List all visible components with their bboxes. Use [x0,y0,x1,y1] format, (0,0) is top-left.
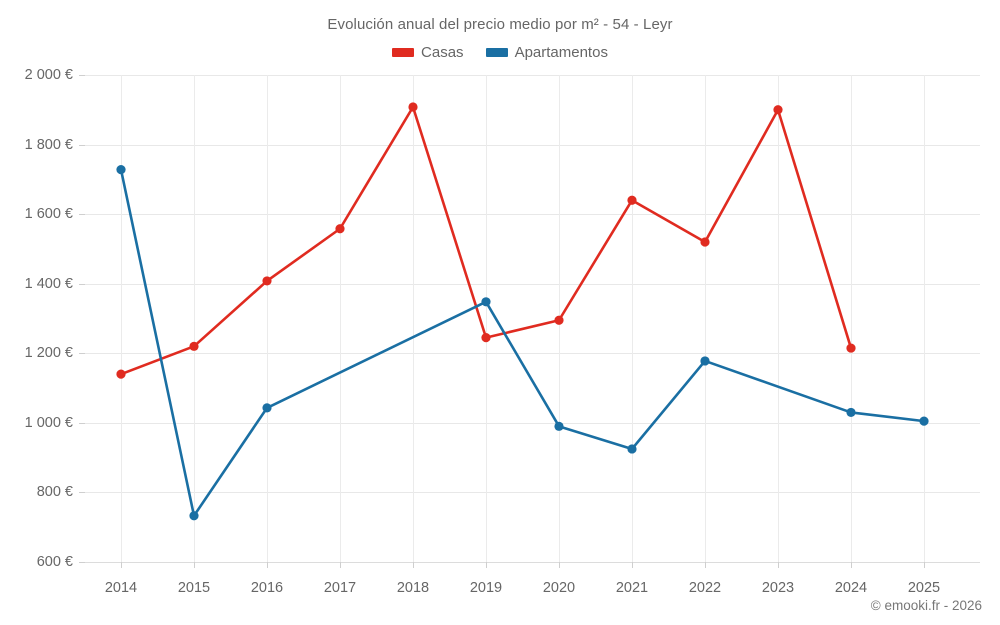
x-axis-tick-label: 2018 [396,580,430,596]
y-axis-tick-label: 1 000 € [24,414,73,431]
x-axis-tick-mark [778,562,779,568]
chart-legend: Casas Apartamentos [0,44,1000,61]
legend-swatch-casas [392,48,415,57]
x-axis-tick-mark [267,562,268,568]
x-axis-tick-mark [632,562,633,568]
x-axis-tick-mark [924,562,925,568]
series-layer [116,102,929,521]
gridline-vertical [924,75,925,562]
gridline-vertical [194,75,195,562]
y-axis-tick-mark [79,214,85,216]
gridline-vertical [851,75,852,562]
y-axis-tick-label: 800 € [36,484,73,501]
x-axis-tick-mark [705,562,706,568]
legend-item-apartamentos[interactable]: Apartamentos [485,44,608,61]
data-point-casas[interactable] [408,102,418,112]
data-point-casas[interactable] [335,224,345,234]
data-point-apartamentos[interactable] [481,297,491,307]
y-axis-tick-label: 1 200 € [24,345,73,362]
y-axis-tick-mark [79,144,85,146]
gridline-vertical [486,75,487,562]
y-axis-tick-mark [79,492,85,494]
gridline-horizontal [85,492,980,494]
data-point-casas[interactable] [554,315,564,325]
data-point-casas[interactable] [700,237,710,247]
data-point-casas[interactable] [481,333,491,343]
y-axis-tick-mark [79,422,85,424]
x-axis-tick-mark [121,562,122,568]
data-point-apartamentos[interactable] [189,511,199,521]
gridline-horizontal [85,353,980,355]
data-point-casas[interactable] [846,343,856,353]
gridline-vertical [632,75,633,562]
plot-area [85,75,980,563]
x-axis-tick-mark [851,562,852,568]
gridline-horizontal [85,422,980,424]
x-axis-line [85,562,980,563]
y-axis-tick-label: 600 € [36,554,73,570]
x-axis-tick-label: 2017 [323,580,357,596]
x-axis-tick-mark [340,562,341,568]
gridline-vertical [705,75,706,562]
y-axis-tick-mark [79,562,85,563]
data-point-apartamentos[interactable] [554,421,564,431]
x-axis-tick-mark [194,562,195,568]
data-point-apartamentos[interactable] [262,403,272,413]
data-point-apartamentos[interactable] [627,444,637,454]
y-axis-tick-label: 1 800 € [24,136,73,153]
x-axis-tick-label: 2022 [688,580,722,596]
x-axis-tick-label: 2023 [761,580,795,596]
gridline-vertical [778,75,779,562]
data-point-apartamentos[interactable] [846,407,856,418]
data-point-apartamentos[interactable] [919,416,929,426]
gridline-vertical [413,75,414,562]
x-axis-tick-label: 2019 [469,580,503,596]
y-axis-tick-mark [79,283,85,285]
x-axis-tick-mark [486,562,487,568]
legend-label-casas: Casas [421,44,464,61]
data-point-casas[interactable] [262,276,272,286]
legend-item-casas[interactable]: Casas [392,44,464,61]
data-point-casas[interactable] [627,195,637,205]
x-axis-tick-label: 2024 [834,580,868,596]
legend-label-apartamentos: Apartamentos [514,44,608,61]
y-axis-tick-mark [79,75,85,76]
gridline-vertical [267,75,268,562]
y-axis-tick-label: 2 000 € [24,67,73,83]
gridline-vertical [340,75,341,562]
gridline-vertical [121,75,122,562]
y-axis-tick-mark [79,353,85,355]
y-axis-tick-label: 1 600 € [24,206,73,223]
x-axis-tick-mark [413,562,414,568]
x-axis-tick-label: 2021 [615,580,649,596]
x-axis-tick-label: 2014 [104,580,138,596]
gridline-horizontal [85,214,980,216]
x-axis-tick-label: 2025 [907,580,941,596]
data-point-apartamentos[interactable] [700,356,710,366]
gridline-horizontal [85,144,980,146]
data-point-apartamentos[interactable] [116,165,126,175]
data-point-casas[interactable] [773,105,783,115]
data-point-casas[interactable] [189,341,199,351]
y-axis-tick-label: 1 400 € [24,275,73,292]
gridline-horizontal [85,75,980,76]
series-line-apartamentos [119,168,926,518]
chart-title: Evolución anual del precio medio por m² … [327,16,673,33]
data-point-casas[interactable] [116,369,126,379]
gridline-horizontal [85,283,980,285]
x-axis-tick-label: 2020 [542,580,576,596]
legend-swatch-apartamentos [485,48,508,57]
x-axis-tick-label: 2015 [177,580,211,596]
footer-credit: © emooki.fr - 2026 [870,598,982,613]
x-axis-tick-label: 2016 [250,580,284,596]
x-axis-tick-mark [559,562,560,568]
